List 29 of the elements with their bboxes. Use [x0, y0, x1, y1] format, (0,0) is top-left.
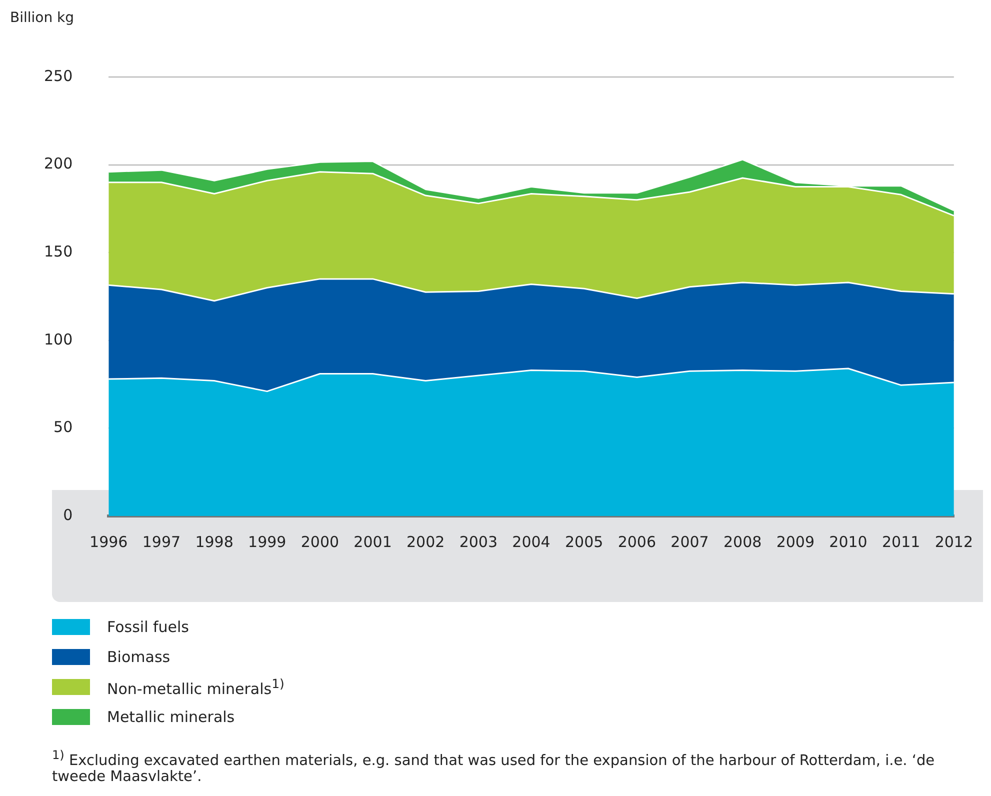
- x-tick-label: 2003: [459, 532, 498, 551]
- legend-label: Fossil fuels: [107, 618, 190, 636]
- y-tick-label: 100: [44, 330, 73, 348]
- x-tick-label: 2006: [618, 532, 656, 551]
- x-tick-label: 2005: [565, 532, 604, 551]
- x-tick-label: 2002: [406, 532, 445, 551]
- y-tick-label: 150: [44, 242, 73, 260]
- text: $^{1)}$ Excluding excavated earthen materials, e.g. sand that was used for the expansion of the harbour of Rotterdam, i.e. ‘de tweede Maasvlakte’.: [52, 748, 936, 785]
- x-tick-label: 1999: [248, 532, 286, 551]
- x-tick-label: 1998: [195, 532, 234, 551]
- y-tick-label: 0: [63, 506, 73, 524]
- y-tick-label: 250: [44, 66, 73, 85]
- x-tick-label: 2000: [300, 532, 340, 551]
- x-tick-label: 2004: [512, 532, 550, 551]
- x-tick-label: 2010: [829, 532, 868, 551]
- legend-label: Metallic minerals: [107, 708, 235, 726]
- y-tick-label: 200: [44, 154, 73, 173]
- x-tick-label: 1997: [142, 532, 181, 551]
- x-tick-label: 2009: [776, 532, 815, 551]
- x-tick-label: 2008: [724, 532, 762, 551]
- legend-label: Non-metallic minerals$^{1)}$: [107, 676, 284, 698]
- x-tick-label: 2007: [670, 532, 709, 551]
- x-tick-label: 2012: [934, 532, 974, 551]
- y-axis-title: Billion kg: [10, 10, 74, 26]
- y-tick-label: 50: [54, 418, 73, 436]
- x-tick-label: 1996: [90, 532, 128, 551]
- x-tick-label: 2011: [882, 532, 920, 551]
- x-tick-label: 2001: [354, 532, 392, 551]
- legend-label: Biomass: [107, 648, 170, 666]
